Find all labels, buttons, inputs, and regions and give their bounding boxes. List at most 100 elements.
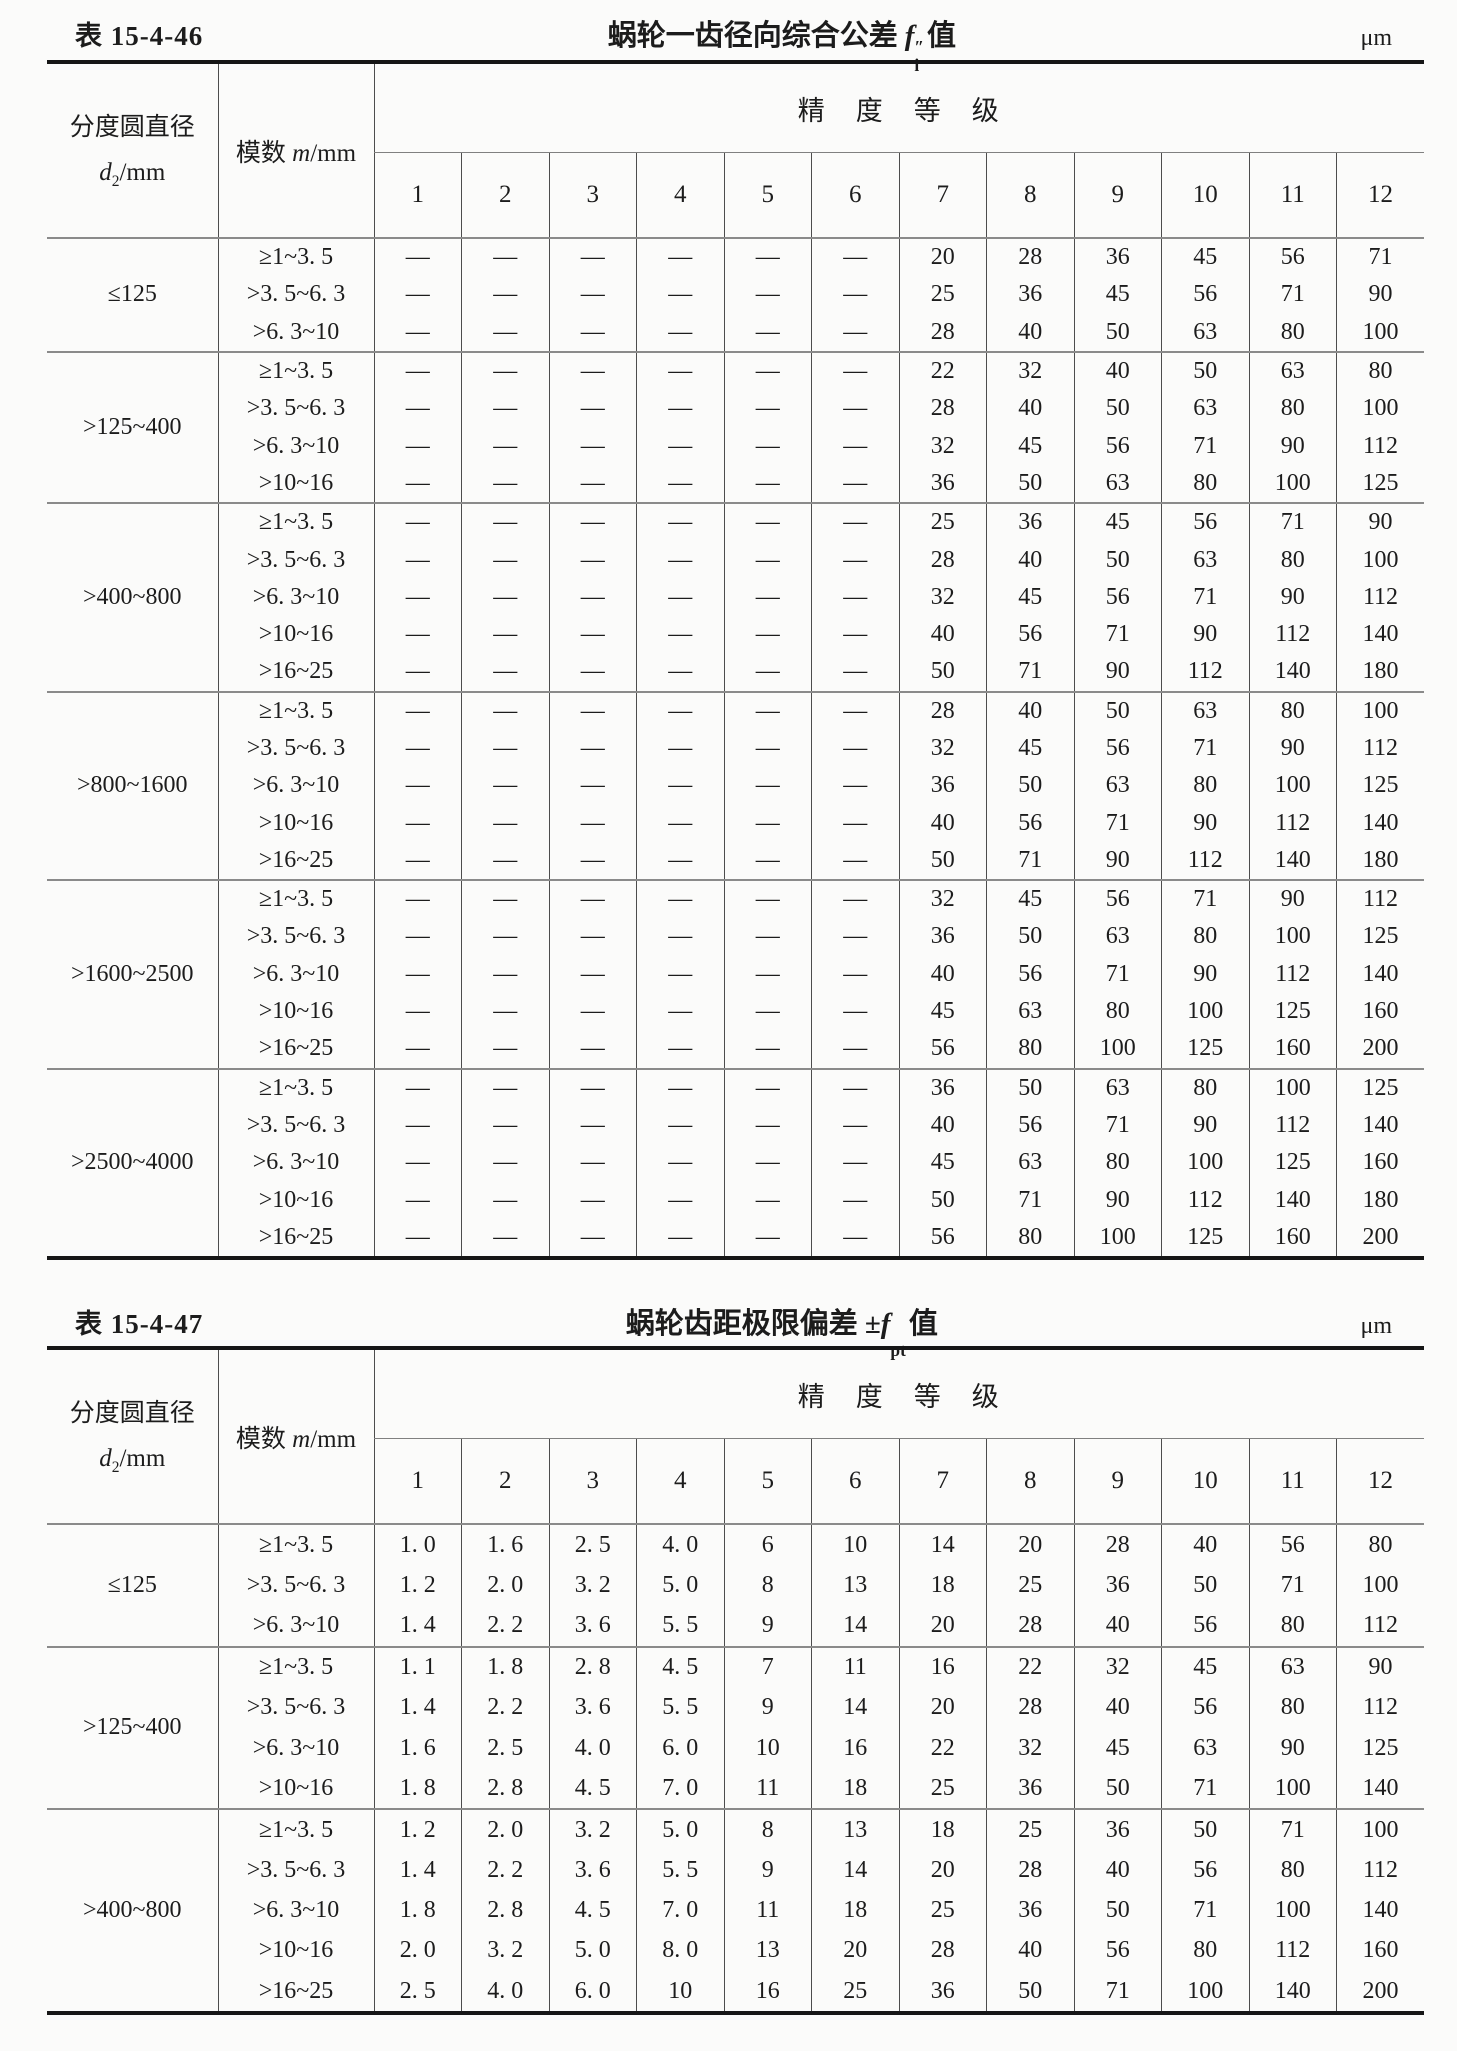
value-cell: 56 — [1161, 1850, 1249, 1891]
value-cell: 16 — [811, 1727, 899, 1769]
diameter-header-line2: d2/mm — [47, 1436, 218, 1482]
value-cell: 36 — [1073, 1565, 1162, 1606]
value-cell: 50 — [986, 1971, 1074, 2014]
value-cell: — — [811, 238, 899, 277]
value-cell: 36 — [986, 1890, 1074, 1931]
value-cell: — — [636, 653, 724, 693]
value-cell: — — [548, 427, 637, 465]
value-cell: 71 — [1161, 427, 1249, 465]
value-cell: — — [548, 578, 637, 616]
value-cell: 200 — [1336, 1030, 1424, 1070]
value-cell: 14 — [811, 1605, 899, 1648]
value-cell: 32 — [1073, 1646, 1162, 1688]
value-cell: 32 — [986, 1727, 1074, 1769]
table-row: ≤125 ≥1~3. 5 1. 0 1. 6 2. 5 4. 0 6 10 14 20 28 40 56… — [47, 1524, 1424, 1648]
value-cell: 40 — [898, 615, 987, 654]
value-cell: 63 — [1161, 691, 1249, 730]
table-row: >6. 3~10— — — — — —40 56 71 90 112 140 — [47, 955, 1424, 993]
value-cell: 112 — [1248, 1106, 1337, 1145]
value-cell: 180 — [1336, 653, 1424, 693]
value-cell: 71 — [1248, 503, 1337, 542]
value-cell: 50 — [1073, 1890, 1162, 1931]
value-cell: 18 — [898, 1809, 987, 1851]
value-cell: — — [636, 615, 724, 654]
value-cell: 90 — [1073, 1181, 1162, 1219]
value-cell: 100 — [1161, 1144, 1249, 1182]
value-cell: 40 — [1161, 1524, 1249, 1566]
value-cell: 50 — [1161, 1809, 1249, 1851]
value-cell: 80 — [1161, 1068, 1249, 1107]
symbol-sup: ″ — [914, 36, 924, 57]
symbol-prefix: ± — [864, 1308, 881, 1340]
value-cell: 90 — [1336, 276, 1424, 314]
value-cell: — — [373, 1181, 462, 1219]
diameter-column-header: 分度圆直径 d2/mm — [47, 1348, 218, 1525]
value-cell: 90 — [1161, 804, 1249, 842]
value-cell: 50 — [986, 464, 1074, 505]
table-row: >6. 3~10— — — — — —28 40 50 63 80 100 — [47, 313, 1424, 353]
value-cell: — — [373, 464, 462, 505]
value-cell: 6 — [723, 1524, 812, 1566]
value-cell: 71 — [1073, 615, 1162, 654]
value-cell: — — [461, 1181, 549, 1219]
value-cell: 25 — [811, 1971, 899, 2014]
value-cell: 40 — [1073, 1850, 1162, 1891]
value-cell: 10 — [811, 1524, 899, 1566]
value-cell: 90 — [1248, 880, 1337, 919]
value-cell: — — [461, 804, 549, 842]
value-cell: — — [548, 880, 637, 919]
value-cell: 140 — [1336, 615, 1424, 654]
table-row: >10~16— — — — — —40 56 71 90 112 140 — [47, 615, 1424, 654]
value-cell: 80 — [1336, 351, 1424, 391]
value-cell: 36 — [898, 1068, 987, 1107]
table-row: >16~25— — — — — —56 80 100 125 160 200 — [47, 1218, 1424, 1259]
value-cell: 3. 6 — [548, 1850, 637, 1891]
value-cell: 90 — [1073, 841, 1162, 882]
value-cell: 45 — [986, 427, 1074, 465]
value-cell: 8. 0 — [636, 1930, 724, 1972]
table-row: >16~25— — — — — —50 71 90 112 140 180 — [47, 841, 1424, 882]
module-column-header: 模数 m/mm — [217, 62, 374, 239]
grade-header: 8 — [986, 1438, 1074, 1525]
table1-title-suffix: 值 — [926, 20, 956, 52]
table-row: >16~25— — — — — —56 80 100 125 160 200 — [47, 1030, 1424, 1070]
value-cell: 56 — [1248, 1524, 1337, 1566]
value-cell: 20 — [986, 1524, 1074, 1566]
value-cell: 16 — [723, 1971, 812, 2014]
value-cell: 125 — [1161, 1030, 1249, 1070]
value-cell: — — [461, 238, 549, 277]
value-cell: 71 — [1073, 955, 1162, 993]
value-cell: 71 — [1161, 880, 1249, 919]
value-cell: 5. 0 — [636, 1565, 724, 1606]
value-cell: 45 — [986, 578, 1074, 616]
value-cell: — — [636, 955, 724, 993]
value-cell: 71 — [1248, 1809, 1337, 1851]
table-row: >6. 3~10 1. 6 2. 5 4. 0 6. 0 10 16 22 32 45 63 90 12… — [47, 1727, 1424, 1769]
value-cell: 125 — [1161, 1218, 1249, 1259]
grade-header: 5 — [723, 1438, 812, 1525]
table-row: >3. 5~6. 3— — — — — —32 45 56 71 90 112 — [47, 729, 1424, 768]
value-cell: 112 — [1248, 804, 1337, 842]
value-cell: 56 — [986, 615, 1074, 654]
value-cell: — — [811, 541, 899, 579]
value-cell: 5. 0 — [548, 1930, 637, 1972]
module-cell: >3. 5~6. 3 — [217, 1850, 374, 1891]
diameter-cell: >800~1600 — [47, 691, 218, 882]
value-cell: 6. 0 — [636, 1727, 724, 1769]
value-cell: 50 — [898, 841, 987, 882]
value-cell: — — [811, 313, 899, 353]
value-cell: — — [373, 691, 462, 730]
module-cell: >6. 3~10 — [217, 1144, 374, 1182]
value-cell: — — [373, 1030, 462, 1070]
d-subscript: 2 — [111, 173, 120, 191]
value-cell: — — [811, 1144, 899, 1182]
value-cell: 140 — [1336, 955, 1424, 993]
value-cell: 50 — [986, 1068, 1074, 1107]
value-cell: 90 — [1161, 1106, 1249, 1145]
grade-header: 6 — [811, 1438, 899, 1525]
value-cell: — — [723, 918, 812, 956]
value-cell: — — [723, 351, 812, 391]
value-cell: 28 — [898, 1930, 987, 1972]
value-cell: — — [811, 691, 899, 730]
value-cell: 80 — [1248, 541, 1337, 579]
